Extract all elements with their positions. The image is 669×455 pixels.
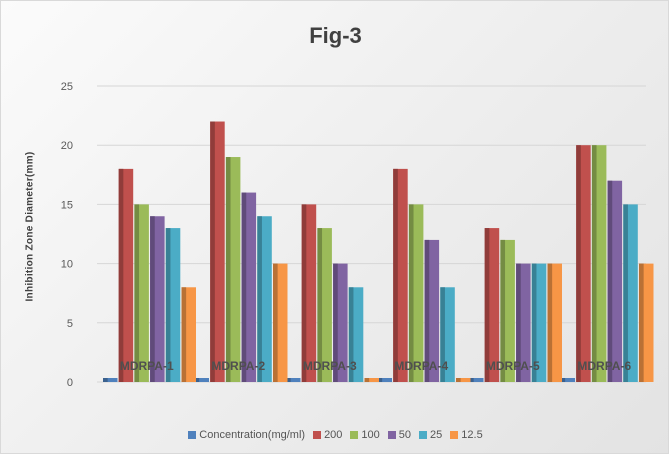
x-category-label: MDRPA-4: [394, 359, 448, 373]
bar-shade: [607, 180, 613, 382]
legend-label: 100: [361, 429, 380, 441]
bar: [103, 378, 118, 382]
legend-swatch: [450, 431, 459, 439]
bar-shade: [181, 287, 187, 382]
bar-shade: [469, 378, 474, 382]
bar-shade: [408, 204, 414, 382]
bar-shade: [194, 378, 200, 382]
legend-swatch: [313, 431, 322, 439]
x-category-label: MDRPA-5: [486, 359, 540, 373]
bar-shade: [348, 287, 354, 382]
x-category-label: MDRPA-1: [120, 359, 174, 373]
bar-shade: [150, 216, 155, 382]
bar-shade: [516, 263, 521, 382]
bar-shade: [377, 378, 383, 382]
bar-shade: [547, 263, 553, 382]
legend-label: Concentration(mg/ml): [199, 429, 306, 441]
bar: [364, 378, 379, 382]
x-category-label: MDRPA-3: [303, 359, 357, 373]
legend-item: 100: [350, 429, 380, 441]
bar-shade: [317, 228, 323, 382]
bar-shade: [500, 239, 506, 382]
bar-shade: [576, 145, 581, 382]
bar-shade: [623, 204, 628, 382]
y-tick-label: 5: [67, 318, 73, 330]
bar-shade: [241, 192, 247, 382]
legend-swatch: [350, 431, 359, 439]
bar-shade: [393, 168, 398, 382]
bar-shade: [103, 378, 108, 382]
x-category-label: MDRPA-6: [577, 359, 631, 373]
legend-swatch: [387, 431, 396, 439]
bar-shade: [639, 263, 644, 382]
bar: [469, 378, 484, 382]
chart-legend: Concentration(mg/ml) 200 100 50 25 12.5: [1, 429, 669, 441]
y-tick-label: 20: [61, 140, 73, 152]
bar: [456, 378, 471, 382]
bar-shade: [531, 263, 537, 382]
legend-swatch: [188, 431, 197, 439]
bar-shade: [165, 228, 171, 382]
bar-shade: [560, 378, 566, 382]
bar-shade: [225, 157, 231, 382]
bar: [560, 378, 575, 382]
bar: [286, 378, 301, 382]
legend-label: 50: [398, 429, 412, 441]
bar: [194, 378, 209, 382]
legend-label: 12.5: [461, 429, 483, 441]
legend-item: Concentration(mg/ml): [188, 429, 305, 441]
y-tick-label: 10: [61, 259, 73, 271]
y-tick-label: 15: [61, 199, 73, 211]
legend-label: 200: [324, 429, 343, 441]
y-tick-label: 0: [67, 377, 73, 389]
chart-title: Fig-3: [309, 23, 362, 48]
bar-shade: [364, 378, 370, 382]
y-tick-label: 25: [61, 81, 73, 93]
legend-item: 12.5: [450, 429, 483, 441]
legend-swatch: [419, 431, 428, 439]
bar-shade: [333, 263, 338, 382]
bar-shade: [273, 263, 278, 382]
bar-shade: [440, 287, 445, 382]
bar-shade: [424, 239, 430, 382]
y-axis-label: Inhibition Zone Diameter(mm): [24, 151, 36, 302]
x-category-label: MDRPA-2: [211, 359, 265, 373]
legend-item: 25: [419, 429, 442, 441]
bar-shade: [257, 216, 262, 382]
bar-shade: [591, 145, 597, 382]
bar-shade: [484, 228, 490, 382]
bar-shade: [286, 378, 291, 382]
legend-label: 25: [430, 429, 443, 441]
bar-shade: [118, 168, 124, 382]
bar-shade: [134, 204, 140, 382]
bar-shade: [301, 204, 307, 382]
legend-item: 50: [387, 429, 412, 441]
bar-shade: [210, 121, 215, 383]
bar-shade: [456, 378, 461, 382]
bar: [377, 378, 392, 382]
legend-item: 200: [313, 429, 342, 441]
